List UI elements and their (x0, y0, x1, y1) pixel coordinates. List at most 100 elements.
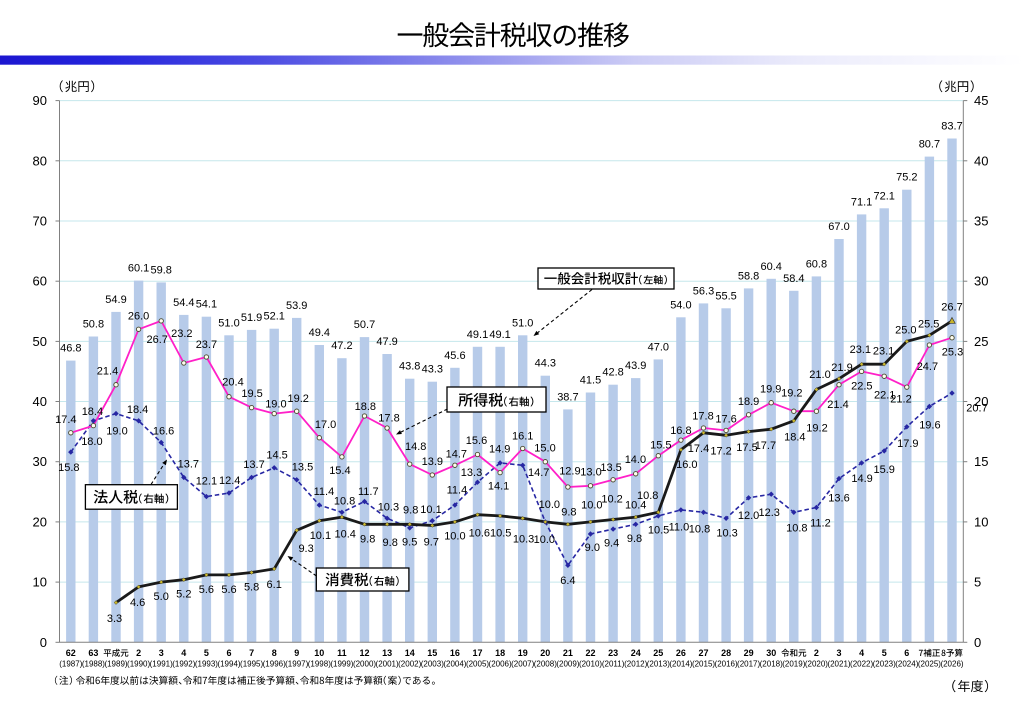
svg-text:13.6: 13.6 (828, 493, 849, 505)
svg-text:58.4: 58.4 (783, 273, 804, 285)
svg-text:23.1: 23.1 (850, 344, 871, 356)
svg-text:18: 18 (495, 648, 505, 658)
svg-text:27: 27 (698, 648, 708, 658)
svg-text:19.5: 19.5 (241, 388, 262, 400)
svg-text:19.2: 19.2 (781, 388, 802, 400)
svg-text:(2025): (2025) (918, 660, 941, 669)
svg-text:2: 2 (136, 648, 141, 658)
svg-text:23.7: 23.7 (196, 339, 217, 351)
svg-text:(2024): (2024) (895, 660, 918, 669)
svg-text:10.8: 10.8 (689, 523, 710, 535)
svg-text:17.4: 17.4 (55, 414, 76, 426)
svg-text:12.9: 12.9 (559, 465, 580, 477)
svg-text:13.3: 13.3 (461, 467, 482, 479)
svg-text:19.2: 19.2 (806, 423, 827, 435)
svg-text:13.5: 13.5 (600, 462, 621, 474)
svg-text:80: 80 (33, 153, 47, 168)
svg-text:22: 22 (585, 648, 595, 658)
svg-text:9.4: 9.4 (604, 537, 619, 549)
svg-text:56.3: 56.3 (693, 285, 714, 297)
svg-text:9: 9 (294, 648, 299, 658)
svg-text:51.0: 51.0 (218, 317, 239, 329)
svg-text:6: 6 (226, 648, 231, 658)
svg-text:11.7: 11.7 (358, 486, 379, 498)
svg-text:14: 14 (405, 648, 415, 658)
svg-text:38.7: 38.7 (557, 391, 578, 403)
svg-text:6.1: 6.1 (267, 579, 282, 591)
svg-text:11.4: 11.4 (447, 485, 468, 497)
svg-text:12.3: 12.3 (758, 507, 779, 519)
svg-text:18.8: 18.8 (355, 401, 376, 413)
svg-text:54.0: 54.0 (670, 299, 691, 311)
svg-text:54.9: 54.9 (105, 294, 126, 306)
svg-text:50.7: 50.7 (354, 319, 375, 331)
svg-text:8: 8 (272, 648, 277, 658)
svg-text:(1995): (1995) (240, 660, 263, 669)
svg-text:(2014): (2014) (669, 660, 692, 669)
svg-text:21: 21 (563, 648, 573, 658)
svg-text:11.0: 11.0 (669, 522, 690, 534)
svg-text:49.1: 49.1 (489, 329, 510, 341)
svg-text:14.7: 14.7 (528, 467, 549, 479)
svg-text:25.5: 25.5 (918, 319, 939, 331)
svg-text:(2002): (2002) (398, 660, 421, 669)
svg-text:80.7: 80.7 (919, 139, 940, 151)
svg-text:13.9: 13.9 (422, 456, 443, 468)
svg-text:14.9: 14.9 (489, 444, 510, 456)
svg-text:10.1: 10.1 (310, 530, 331, 542)
svg-text:18.4: 18.4 (127, 404, 148, 416)
svg-text:47.9: 47.9 (376, 336, 397, 348)
svg-text:18.4: 18.4 (82, 406, 103, 418)
svg-text:9.8: 9.8 (383, 537, 398, 549)
svg-text:18.4: 18.4 (784, 431, 805, 443)
svg-text:5.2: 5.2 (176, 589, 191, 601)
svg-text:(2015): (2015) (692, 660, 715, 669)
svg-text:72.1: 72.1 (873, 190, 894, 202)
svg-text:5: 5 (204, 648, 209, 658)
svg-text:(2000): (2000) (353, 660, 376, 669)
svg-text:25.0: 25.0 (895, 324, 916, 336)
svg-text:18.9: 18.9 (738, 396, 759, 408)
svg-text:52.1: 52.1 (263, 311, 284, 323)
svg-text:30: 30 (974, 274, 988, 289)
svg-text:40: 40 (33, 394, 47, 409)
svg-text:12.4: 12.4 (219, 475, 240, 487)
svg-text:43.3: 43.3 (422, 364, 443, 376)
svg-text:15.9: 15.9 (873, 464, 894, 476)
svg-text:10.5: 10.5 (648, 524, 669, 536)
svg-text:16.6: 16.6 (153, 426, 174, 438)
svg-text:(1992): (1992) (172, 660, 195, 669)
svg-text:42.8: 42.8 (602, 367, 623, 379)
svg-text:16: 16 (450, 648, 460, 658)
svg-text:15: 15 (974, 454, 988, 469)
svg-text:71.1: 71.1 (851, 196, 872, 208)
svg-text:(1994): (1994) (217, 660, 240, 669)
svg-text:49.4: 49.4 (309, 327, 330, 339)
svg-text:12: 12 (359, 648, 369, 658)
svg-text:(2010): (2010) (579, 660, 602, 669)
svg-text:15: 15 (427, 648, 437, 658)
svg-text:54.4: 54.4 (173, 297, 194, 309)
svg-text:28: 28 (721, 648, 731, 658)
svg-text:17.8: 17.8 (692, 411, 713, 423)
svg-text:17.6: 17.6 (715, 413, 736, 425)
svg-text:21.4: 21.4 (827, 399, 848, 411)
svg-text:70: 70 (33, 214, 47, 229)
svg-text:30: 30 (33, 454, 47, 469)
svg-text:(1996): (1996) (263, 660, 286, 669)
svg-text:(1998): (1998) (308, 660, 331, 669)
svg-text:25.3: 25.3 (942, 347, 963, 359)
svg-text:0: 0 (974, 635, 981, 650)
svg-text:60: 60 (33, 274, 47, 289)
svg-text:14.1: 14.1 (488, 481, 509, 493)
svg-text:5.0: 5.0 (154, 591, 169, 603)
svg-text:17: 17 (472, 648, 482, 658)
svg-text:62: 62 (66, 648, 76, 658)
svg-text:9.8: 9.8 (627, 533, 642, 545)
svg-text:60.1: 60.1 (128, 263, 149, 275)
svg-text:10.1: 10.1 (420, 504, 441, 516)
svg-text:19: 19 (518, 648, 528, 658)
svg-text:14.8: 14.8 (405, 441, 426, 453)
svg-text:6: 6 (904, 648, 909, 658)
svg-text:23: 23 (608, 648, 618, 658)
